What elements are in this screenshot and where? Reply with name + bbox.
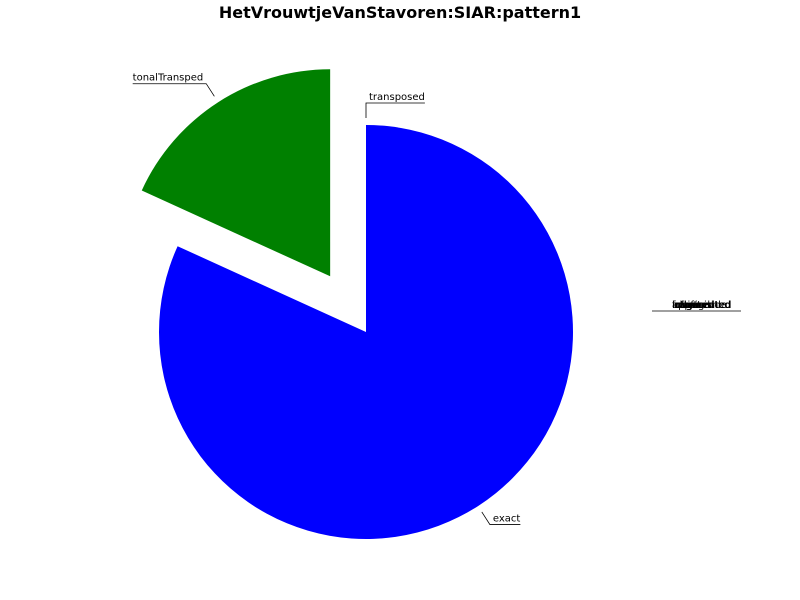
zero-label-inverted: inverted xyxy=(672,300,714,311)
zero-label-other: other xyxy=(674,300,702,311)
slice-label-transposed: transposed xyxy=(369,92,425,103)
pie-slices xyxy=(141,69,573,539)
pie-slice-tonaltransped xyxy=(141,69,331,277)
zero-label-retrograde: retrograde xyxy=(674,300,727,311)
zero-label-augmented: augmented xyxy=(674,300,731,311)
zero-label-approx: approx xyxy=(672,300,707,311)
zero-label-fragmented: fragmented xyxy=(672,300,731,311)
leader-line-exact xyxy=(481,511,521,525)
zero-label-shifted: shifted xyxy=(676,300,710,311)
leader-line-transposed xyxy=(365,102,425,118)
zero-label-diminished: diminished xyxy=(676,300,731,311)
slice-label-tonaltransped: tonalTransped xyxy=(133,73,204,84)
pie-slice-exact xyxy=(159,125,573,539)
leader-line-tonaltransped xyxy=(132,83,215,97)
slice-labels: transposed tonalTransped exact approxaugmen… xyxy=(133,73,741,525)
slice-label-exact: exact xyxy=(493,514,521,525)
chart-title: HetVrouwtjeVanStavoren:SIAR:pattern1 xyxy=(219,3,581,22)
